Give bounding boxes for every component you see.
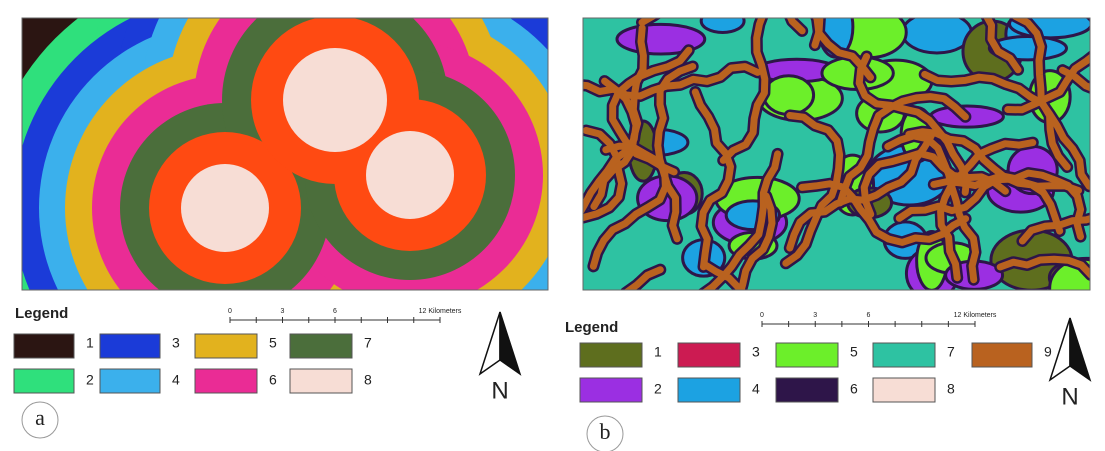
legend-label: 1 xyxy=(86,335,94,351)
scale-label: 3 xyxy=(281,308,285,315)
legend-title: Legend xyxy=(15,305,68,322)
north-arrow xyxy=(500,312,520,374)
legend-swatch xyxy=(678,378,740,402)
legend-label: 5 xyxy=(850,344,858,360)
legend-label: 2 xyxy=(654,381,662,397)
zone-patch xyxy=(764,76,814,115)
scale-label: 0 xyxy=(760,312,764,319)
legend-label: 6 xyxy=(269,372,277,388)
legend-swatch xyxy=(100,369,160,393)
scale-label: 6 xyxy=(867,312,871,319)
legend-label: 7 xyxy=(364,335,372,351)
legend-swatch xyxy=(776,343,838,367)
legend-swatch xyxy=(580,378,642,402)
legend-label: 2 xyxy=(86,372,94,388)
legend-swatch xyxy=(14,369,74,393)
page: Legend1234567803612 KilometersNaLegend12… xyxy=(0,0,1105,451)
legend-swatch xyxy=(290,369,352,393)
figure: Legend1234567803612 KilometersNaLegend12… xyxy=(0,0,1105,451)
legend-label: 5 xyxy=(269,335,277,351)
legend-label: 3 xyxy=(752,344,760,360)
legend-swatch xyxy=(678,343,740,367)
legend-swatch xyxy=(580,343,642,367)
north-label: N xyxy=(1061,383,1078,410)
legend-label: 8 xyxy=(364,372,372,388)
legend-swatch xyxy=(100,334,160,358)
scale-label: 0 xyxy=(228,308,232,315)
zone-patch xyxy=(701,9,744,32)
buffer-zone xyxy=(181,164,269,252)
scale-label: 6 xyxy=(333,308,337,315)
panel-label: a xyxy=(35,405,45,430)
legend-label: 1 xyxy=(654,344,662,360)
legend-swatch xyxy=(776,378,838,402)
scale-unit: 12 Kilometers xyxy=(419,308,462,315)
legend-swatch xyxy=(14,334,74,358)
map-b xyxy=(519,0,1105,437)
legend-label: 4 xyxy=(172,372,180,388)
legend-swatch xyxy=(972,343,1032,367)
buffer-zone xyxy=(366,131,454,219)
buffer-zone xyxy=(283,48,387,152)
panel-label: b xyxy=(600,419,611,444)
legend-swatch xyxy=(195,334,257,358)
legend-label: 3 xyxy=(172,335,180,351)
legend-swatch xyxy=(290,334,352,358)
north-arrow xyxy=(1050,318,1070,380)
north-label: N xyxy=(491,377,508,404)
scale-unit: 12 Kilometers xyxy=(954,312,997,319)
legend-swatch xyxy=(873,378,935,402)
legend-title: Legend xyxy=(565,319,618,336)
north-arrow xyxy=(1070,318,1090,380)
legend-label: 7 xyxy=(947,344,955,360)
legend-swatch xyxy=(195,369,257,393)
legend-label: 4 xyxy=(752,381,760,397)
legend-swatch xyxy=(873,343,935,367)
legend-label: 6 xyxy=(850,381,858,397)
legend-label: 8 xyxy=(947,381,955,397)
scale-label: 3 xyxy=(813,312,817,319)
north-arrow xyxy=(480,312,500,374)
legend-label: 9 xyxy=(1044,344,1052,360)
